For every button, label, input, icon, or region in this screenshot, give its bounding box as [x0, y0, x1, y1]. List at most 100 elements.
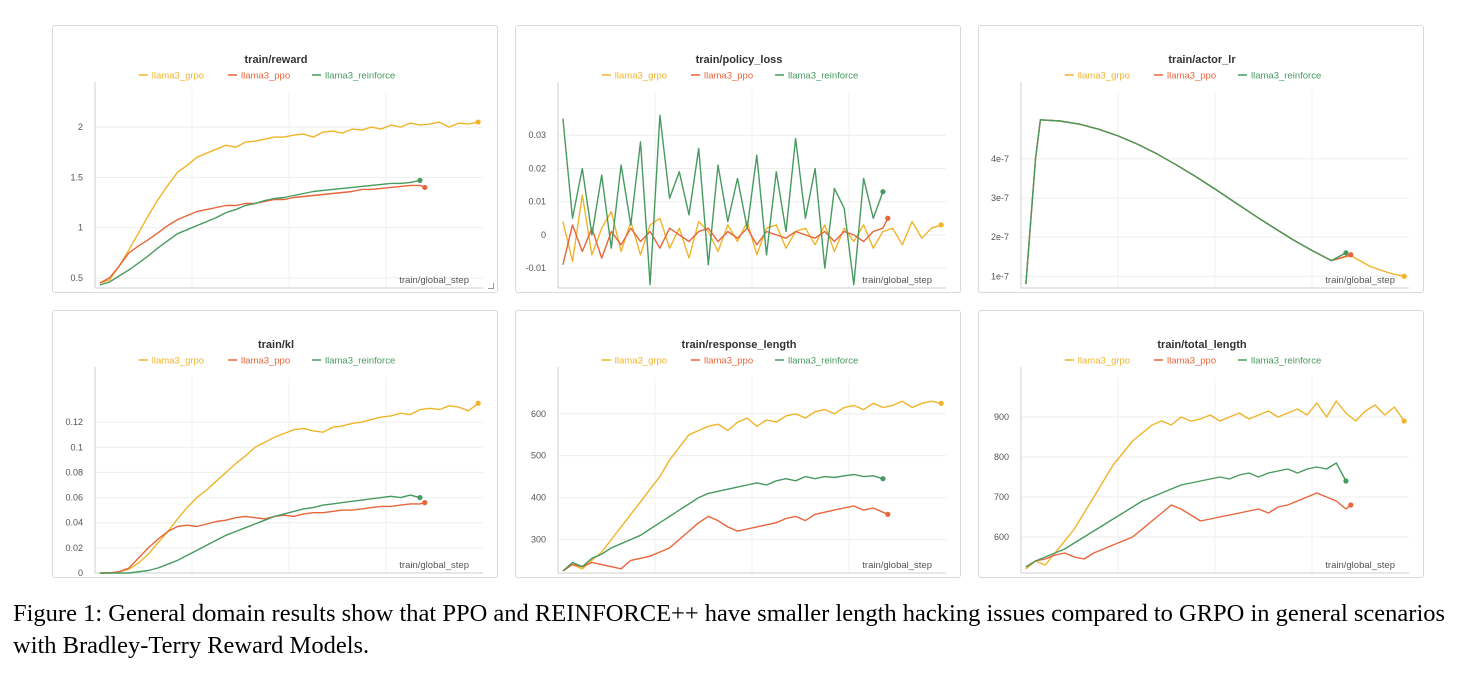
series-end-marker-llama3_reinforce: [880, 476, 886, 482]
y-tick-label: 400: [531, 493, 546, 503]
series-line-llama3_ppo: [562, 217, 889, 265]
chart-svg-3: train/actor_lr llama3_grpo llama3_ppo llama…: [991, 54, 1409, 289]
legend-item-llama3_grpo: llama3_grpo: [138, 71, 204, 82]
series-end-marker-llama3_ppo: [885, 215, 891, 221]
chart-panel-3: train/actor_lr llama3_grpo llama3_ppo llama…: [978, 25, 1424, 293]
series-line-llama3_reinforce: [1025, 462, 1347, 568]
y-tick-label: 0.02: [528, 163, 546, 173]
series-end-marker-llama3_reinforce: [1343, 250, 1349, 256]
legend-item-llama3_reinforce: llama3_reinforce: [775, 71, 858, 82]
series-line-llama3_ppo: [562, 505, 889, 572]
y-tick-label: 600: [994, 532, 1009, 542]
legend-item-llama3_reinforce: llama3_reinforce: [312, 356, 395, 367]
chart-svg-2: train/policy_loss llama3_grpo llama3_ppo ll…: [525, 54, 946, 289]
series-line-llama3_ppo: [99, 501, 425, 574]
y-tick-label: 0: [78, 568, 83, 578]
chart-svg-4: train/kl llama3_grpo llama3_ppo llama3_rein…: [65, 339, 483, 578]
y-tick-label: 0: [541, 230, 546, 240]
y-tick-label: -0.01: [525, 263, 546, 273]
series-end-marker-llama3_grpo: [475, 119, 481, 125]
legend-item-llama3_reinforce: llama3_reinforce: [1238, 71, 1321, 82]
legend-label: llama3_ppo: [704, 356, 753, 367]
legend-label: llama3_grpo: [1078, 356, 1130, 367]
series-line-llama3_reinforce: [99, 179, 421, 286]
series-end-marker-llama3_grpo: [1401, 418, 1407, 424]
series-end-marker-llama3_reinforce: [417, 177, 423, 183]
y-tick-label: 600: [531, 409, 546, 419]
y-tick-label: 1: [78, 223, 83, 233]
legend-label: llama3_ppo: [1167, 71, 1216, 82]
y-tick-label: 0.5: [70, 273, 83, 283]
series-line-llama3_reinforce: [99, 494, 421, 574]
series-line-llama3_ppo: [1025, 492, 1352, 568]
chart-title: train/reward: [245, 54, 308, 66]
x-axis-label: train/global_step: [862, 560, 932, 571]
legend-label: llama3_reinforce: [325, 71, 395, 82]
series-end-marker-llama3_reinforce: [1343, 478, 1349, 484]
series-end-marker-llama3_grpo: [475, 400, 481, 406]
legend-label: llama3_grpo: [1078, 71, 1130, 82]
legend-item-llama3_grpo: llama3_grpo: [601, 71, 667, 82]
x-axis-label: train/global_step: [1325, 275, 1395, 286]
series-end-marker-llama3_ppo: [1348, 502, 1354, 508]
series-end-marker-llama3_grpo: [938, 400, 944, 406]
figure-caption: Figure 1: General domain results show th…: [13, 600, 1446, 659]
chart-panel-1: train/reward llama3_grpo llama3_ppo llama3_…: [52, 25, 498, 293]
legend-label: llama3_reinforce: [325, 356, 395, 367]
series-line-llama3_grpo: [562, 400, 942, 572]
y-tick-label: 0.01: [528, 197, 546, 207]
x-axis-label: train/global_step: [1325, 560, 1395, 571]
y-tick-label: 3e-7: [991, 193, 1009, 203]
y-tick-label: 700: [994, 492, 1009, 502]
series-line-llama3_grpo: [99, 402, 479, 574]
y-tick-label: 1e-7: [991, 271, 1009, 281]
series-line-llama3_reinforce: [1025, 119, 1347, 285]
y-tick-label: 0.1: [70, 442, 83, 452]
legend-item-llama3_ppo: llama3_ppo: [691, 71, 753, 82]
legend-item-llama3_ppo: llama3_ppo: [691, 356, 753, 367]
legend-item-llama3_grpo: llama3_grpo: [1064, 71, 1130, 82]
series-end-marker-llama3_ppo: [1348, 252, 1354, 258]
resize-handle-icon[interactable]: [488, 283, 494, 289]
y-tick-label: 1.5: [70, 172, 83, 182]
chart-title: train/total_length: [1157, 339, 1247, 351]
legend-label: llama3_ppo: [704, 71, 753, 82]
y-tick-label: 4e-7: [991, 154, 1009, 164]
legend-label: llama3_grpo: [615, 356, 667, 367]
legend-item-llama3_reinforce: llama3_reinforce: [1238, 356, 1321, 367]
series-end-marker-llama3_ppo: [422, 500, 428, 506]
legend-label: llama3_reinforce: [788, 356, 858, 367]
chart-title: train/actor_lr: [1168, 54, 1236, 66]
legend-item-llama3_ppo: llama3_ppo: [1154, 356, 1216, 367]
y-tick-label: 0.04: [65, 518, 83, 528]
series-line-llama3_reinforce: [562, 114, 884, 286]
legend-item-llama3_ppo: llama3_ppo: [228, 71, 290, 82]
series-line-llama3_grpo: [99, 121, 479, 284]
series-line-llama3_reinforce: [562, 473, 884, 572]
legend-label: llama3_grpo: [615, 71, 667, 82]
chart-svg-1: train/reward llama3_grpo llama3_ppo llama3_…: [70, 54, 483, 289]
legend-label: llama3_ppo: [241, 356, 290, 367]
chart-panel-6: train/total_length llama3_grpo llama3_ppo l…: [978, 310, 1424, 578]
chart-title: train/response_length: [682, 339, 797, 351]
series-end-marker-llama3_reinforce: [417, 494, 423, 501]
chart-title: train/kl: [258, 339, 294, 351]
y-tick-label: 0.06: [65, 493, 83, 503]
y-tick-label: 2e-7: [991, 232, 1009, 242]
chart-title: train/policy_loss: [696, 54, 783, 66]
legend-label: llama3_reinforce: [788, 71, 858, 82]
legend-item-llama3_grpo: llama3_grpo: [1064, 356, 1130, 367]
legend-item-llama3_ppo: llama3_ppo: [1154, 71, 1216, 82]
chart-panel-5: train/response_length llama3_grpo llama3_p…: [515, 310, 961, 578]
legend-label: llama3_grpo: [152, 71, 204, 82]
y-tick-label: 0.08: [65, 467, 83, 477]
legend-item-llama3_ppo: llama3_ppo: [228, 356, 290, 367]
series-end-marker-llama3_grpo: [938, 222, 944, 228]
series-end-marker-llama3_grpo: [1401, 273, 1407, 279]
series-end-marker-llama3_reinforce: [880, 189, 886, 195]
series-line-llama3_ppo: [1025, 119, 1352, 285]
y-tick-label: 0.02: [65, 543, 83, 553]
series-end-marker-llama3_ppo: [885, 511, 891, 517]
x-axis-label: train/global_step: [399, 560, 469, 571]
y-tick-label: 900: [994, 412, 1009, 422]
